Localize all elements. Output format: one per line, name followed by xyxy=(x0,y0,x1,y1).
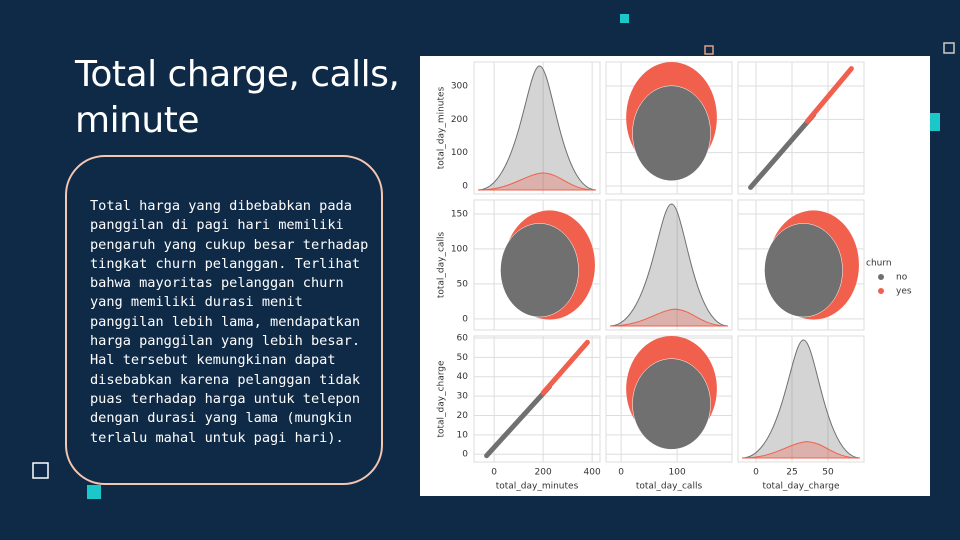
decor-square xyxy=(32,462,49,479)
decor-square xyxy=(704,45,714,55)
x-tick-label: 25 xyxy=(786,468,797,478)
scatter-no xyxy=(484,383,553,459)
scatter-no xyxy=(632,85,711,182)
y-axis-label: total_day_calls xyxy=(437,232,447,299)
kde-yes xyxy=(741,441,861,459)
scatter-no xyxy=(748,112,817,190)
y-axis-label: total_day_minutes xyxy=(437,86,447,169)
kde-no xyxy=(477,65,597,191)
x-tick-label: 400 xyxy=(584,468,601,478)
x-tick-label: 50 xyxy=(822,468,834,478)
y-tick-label: 20 xyxy=(457,411,469,421)
y-tick-label: 0 xyxy=(462,182,468,192)
kde-no xyxy=(741,339,861,459)
y-tick-label: 100 xyxy=(451,148,468,158)
panel xyxy=(737,335,865,463)
panel xyxy=(473,61,601,195)
scatter-no xyxy=(500,223,579,318)
legend-marker xyxy=(878,274,884,280)
decor-square xyxy=(87,485,101,499)
legend-marker xyxy=(878,288,884,294)
body-text: Total harga yang dibebabkan pada panggil… xyxy=(90,198,369,446)
decor-square xyxy=(620,14,629,23)
x-tick-label: 0 xyxy=(618,468,624,478)
y-tick-label: 50 xyxy=(457,279,469,289)
y-tick-label: 10 xyxy=(457,430,469,440)
legend-title: churn xyxy=(866,259,892,269)
scatter-no xyxy=(632,358,711,450)
x-axis-label: total_day_calls xyxy=(636,482,703,492)
y-tick-label: 50 xyxy=(457,353,469,363)
decor-square xyxy=(943,42,955,54)
slide-title: Total charge, calls, minute xyxy=(75,54,400,141)
x-tick-label: 200 xyxy=(535,468,552,478)
panel xyxy=(605,199,733,331)
y-tick-label: 0 xyxy=(462,450,468,460)
x-tick-label: 0 xyxy=(753,468,759,478)
y-tick-label: 300 xyxy=(451,82,468,92)
pairplot: 0 100 200 300 0 50 100 150 0 10 20 30 40 50 60 0 200 400 0… xyxy=(437,61,912,492)
scatter-yes xyxy=(804,66,854,124)
y-tick-label: 30 xyxy=(457,392,469,402)
kde-no xyxy=(609,203,729,327)
legend-label: no xyxy=(896,273,908,283)
kde-yes xyxy=(477,172,597,191)
y-tick-label: 100 xyxy=(451,244,468,254)
kde-yes xyxy=(609,308,729,327)
text-box xyxy=(65,155,383,485)
scatter-yes xyxy=(540,339,590,396)
y-tick-label: 150 xyxy=(451,209,468,219)
x-axis-label: total_day_minutes xyxy=(496,482,579,492)
y-tick-label: 200 xyxy=(451,115,468,125)
y-tick-label: 60 xyxy=(457,333,469,343)
x-tick-label: 100 xyxy=(669,468,686,478)
legend-label: yes xyxy=(896,287,912,297)
y-tick-label: 40 xyxy=(457,372,469,382)
scatter-no xyxy=(764,223,843,318)
decor-square xyxy=(928,113,940,131)
y-tick-label: 0 xyxy=(462,314,468,324)
y-axis-label: total_day_charge xyxy=(437,360,447,438)
x-axis-label: total_day_charge xyxy=(762,482,840,492)
x-tick-label: 0 xyxy=(491,468,497,478)
